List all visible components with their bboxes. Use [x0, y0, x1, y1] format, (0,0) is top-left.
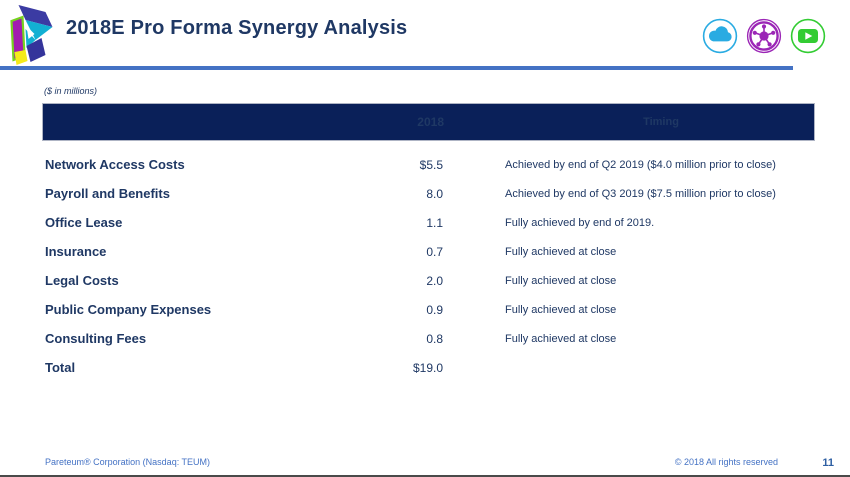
row-timing: Achieved by end of Q2 2019 ($4.0 million… [505, 158, 776, 171]
footer-company-text: Pareteum® Corporation (Nasdaq: TEUM) [45, 457, 211, 467]
table-row: Network Access Costs $5.5 Achieved by en… [42, 150, 815, 179]
units-note: ($ in millions) [44, 86, 98, 96]
header-icon-group [702, 18, 826, 54]
row-timing: Fully achieved at close [505, 274, 617, 287]
row-label: Public Company Expenses [45, 302, 212, 317]
footer-copyright-text: © 2018 All rights reserved [674, 457, 778, 467]
row-label: Network Access Costs [45, 157, 185, 172]
slide-bottom-edge [0, 475, 850, 477]
row-value: $19.0 [412, 360, 443, 375]
header-divider-line [0, 66, 793, 70]
pareteum-logo-icon [10, 5, 53, 65]
timing-column-header: Timing [643, 116, 679, 128]
row-label: Consulting Fees [45, 331, 147, 346]
row-label: Insurance [45, 244, 107, 259]
table-row: Office Lease 1.1 Fully achieved by end o… [42, 208, 815, 237]
table-row: Consulting Fees 0.8 Fully achieved at cl… [42, 324, 815, 353]
row-label: Total [45, 360, 76, 375]
page-number: 11 [822, 457, 834, 469]
row-value: 0.8 [426, 331, 443, 346]
slide-header: 2018E Pro Forma Synergy Analysis [0, 0, 850, 66]
table-row: Legal Costs 2.0 Fully achieved at close [42, 266, 815, 295]
row-timing: Achieved by end of Q3 2019 ($7.5 million… [505, 187, 776, 200]
row-value: 1.1 [426, 215, 443, 230]
table-row: Public Company Expenses 0.9 Fully achiev… [42, 295, 815, 324]
year-column-header: 2018 [417, 115, 444, 129]
row-timing: Fully achieved at close [505, 245, 617, 258]
row-value: 0.9 [426, 302, 443, 317]
table-row: Payroll and Benefits 8.0 Achieved by end… [42, 179, 815, 208]
table-header-row: 2018 Timing [42, 103, 815, 141]
play-video-icon[interactable] [790, 18, 826, 54]
row-value: $5.5 [419, 157, 443, 172]
cloud-icon[interactable] [702, 18, 738, 54]
row-timing: Fully achieved at close [505, 303, 617, 316]
table-body: Network Access Costs $5.5 Achieved by en… [42, 150, 815, 382]
network-globe-icon[interactable] [746, 18, 782, 54]
row-label: Payroll and Benefits [45, 186, 170, 201]
row-value: 0.7 [426, 244, 443, 259]
table-row: Insurance 0.7 Fully achieved at close [42, 237, 815, 266]
row-value: 2.0 [426, 273, 443, 288]
row-label: Office Lease [45, 215, 123, 230]
row-timing: Fully achieved by end of 2019. [505, 216, 655, 229]
table-row-total: Total $19.0 [42, 353, 815, 382]
page-title: 2018E Pro Forma Synergy Analysis [66, 17, 408, 39]
row-value: 8.0 [426, 186, 443, 201]
synergy-table: 2018 Timing Network Access Costs $5.5 Ac… [42, 103, 815, 382]
row-label: Legal Costs [45, 273, 119, 288]
row-timing: Fully achieved at close [505, 332, 617, 345]
